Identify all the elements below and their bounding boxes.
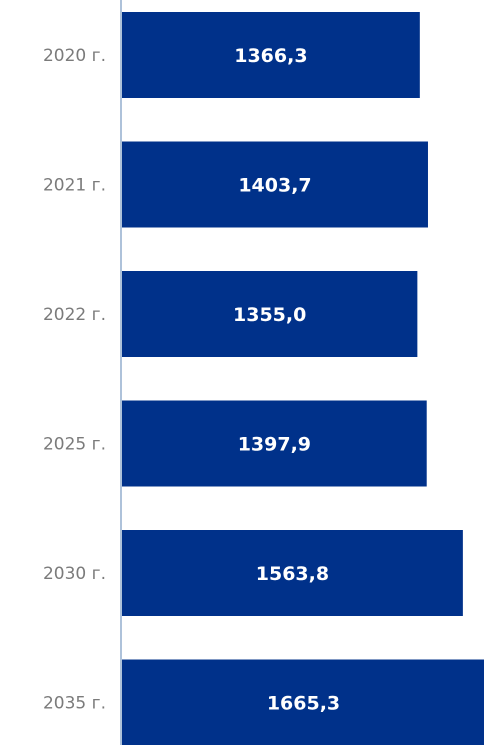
bar-4 — [122, 530, 463, 616]
category-label-1: 2021 г. — [43, 176, 106, 196]
value-label-5: 1665,3 — [267, 693, 340, 715]
value-label-3: 1397,9 — [238, 434, 311, 456]
category-label-5: 2035 г. — [43, 694, 106, 714]
bar-2 — [122, 271, 418, 357]
bar-1 — [122, 141, 428, 228]
bar-5 — [122, 659, 484, 745]
value-label-1: 1403,7 — [238, 175, 311, 197]
value-label-4: 1563,8 — [256, 563, 329, 585]
bar-0 — [122, 12, 420, 98]
category-label-0: 2020 г. — [43, 46, 106, 66]
value-label-0: 1366,3 — [234, 45, 307, 67]
category-label-3: 2025 г. — [43, 435, 106, 455]
value-label-2: 1355,0 — [233, 304, 306, 326]
bar-3 — [122, 400, 427, 487]
category-label-4: 2030 г. — [43, 564, 106, 584]
category-label-2: 2022 г. — [43, 305, 106, 325]
